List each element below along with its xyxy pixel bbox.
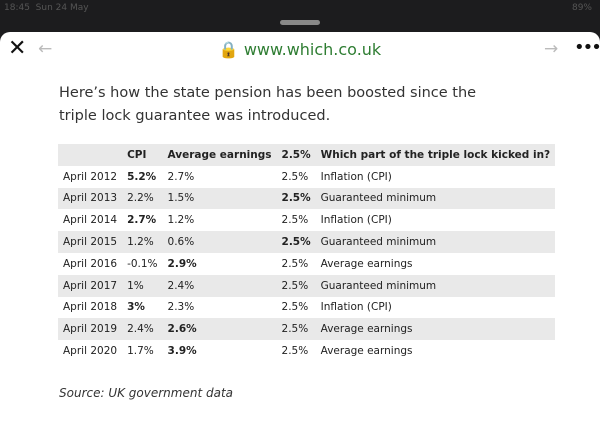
status-time: 18:45 Sun 24 May: [4, 3, 89, 13]
table-cell: Inflation (CPI): [320, 301, 392, 314]
table-cell: 2.5%: [281, 345, 309, 358]
table-row: April 2015 1.2% 0.6% 2.5% Guaranteed minimum: [58, 231, 556, 253]
table-cell: 2.3%: [167, 301, 195, 314]
table-cell: April 2018: [63, 301, 118, 314]
table-cell: Guaranteed minimum: [320, 236, 437, 249]
header-cell: Average earnings: [167, 148, 272, 161]
table-cell: 2.5%: [281, 279, 309, 292]
url: www.which.co.uk: [243, 40, 382, 59]
table-cell: 3.9%: [167, 345, 197, 358]
header-cell: CPI: [127, 148, 147, 161]
table-cell: 1.2%: [127, 236, 154, 249]
table-cell: 2.4%: [167, 279, 195, 292]
table-cell: Guaranteed minimum: [320, 192, 437, 205]
table-cell: 2.5%: [281, 214, 309, 227]
intro: Here’s how the state pension has been bo…: [59, 85, 477, 124]
table-row: April 2016 -0.1% 2.9% 2.5% Average earnings: [58, 253, 555, 275]
table-cell: 2.5%: [281, 192, 311, 205]
table-cell: 2.9%: [167, 257, 197, 270]
table-row: April 2012 5.2% 2.7% 2.5% Inflation (CPI): [58, 166, 555, 188]
header-cell: [58, 144, 122, 166]
table-cell: 0.6%: [167, 236, 195, 249]
browser-bar: ✕ ← 🔒 www.which.co.uk → •••: [0, 32, 600, 68]
table-cell: 2.2%: [127, 192, 154, 205]
battery: 89%: [571, 3, 592, 13]
date: Sun 24 May: [35, 3, 89, 13]
table-cell: 1.2%: [167, 214, 195, 227]
table-cell: 5.2%: [127, 170, 157, 183]
table-cell: 3%: [127, 301, 145, 314]
table-cell: 2.7%: [167, 170, 195, 183]
table-cell: 2.5%: [281, 170, 309, 183]
table-cell: April 2013: [63, 192, 118, 205]
close-button[interactable]: ✕: [8, 36, 27, 61]
back-button[interactable]: ←: [38, 39, 53, 59]
table-cell: 1.5%: [167, 192, 195, 205]
content: Here’s how the state pension has been bo…: [0, 68, 600, 424]
table-row: April 2017 1% 2.4% 2.5% Guaranteed minimum: [58, 274, 556, 297]
table-cell: Inflation (CPI): [320, 214, 392, 227]
table-cell: 2.7%: [127, 214, 157, 227]
table-cell: April 2014: [63, 214, 118, 227]
table-cell: Average earnings: [320, 323, 413, 336]
table-row: April 2020 1.7% 3.9% 2.5% Average earnings: [58, 340, 555, 362]
table-cell: 1%: [127, 279, 144, 292]
status-bar: 18:45 Sun 24 May 89%: [0, 0, 600, 32]
table-cell: April 2020: [63, 345, 118, 358]
table-cell: Inflation (CPI): [320, 170, 392, 183]
table-cell: 1.7%: [127, 345, 154, 358]
table-cell: April 2012: [63, 170, 118, 183]
time: 18:45: [4, 3, 30, 13]
table-cell: April 2019: [63, 323, 118, 336]
table-cell: Average earnings: [320, 345, 413, 358]
table-cell: Guaranteed minimum: [320, 279, 437, 292]
table-row: April 2019 2.4% 2.6% 2.5% Average earnings: [58, 318, 556, 341]
table-cell: April 2015: [63, 236, 118, 249]
table-cell: Average earnings: [320, 257, 413, 270]
header-row: CPI Average earnings 2.5% Which part of the…: [58, 144, 556, 166]
pension-table: CPI Average earnings 2.5% Which part of the…: [58, 144, 556, 362]
table-cell: 2.6%: [167, 323, 197, 336]
table-row: April 2014 2.7% 1.2% 2.5% Inflation (CPI): [58, 209, 555, 231]
url-bar[interactable]: 🔒 www.which.co.uk: [218, 40, 382, 59]
table-cell: -0.1%: [127, 257, 158, 270]
forward-button[interactable]: →: [544, 39, 559, 59]
table-cell: 2.5%: [281, 236, 311, 249]
table-cell: 2.5%: [281, 257, 309, 270]
table-cell: 2.4%: [127, 323, 154, 336]
table-row: April 2013 2.2% 1.5% 2.5% Guaranteed minimum: [58, 187, 556, 210]
grab-handle[interactable]: [280, 20, 320, 25]
more-button[interactable]: •••: [574, 37, 600, 58]
table-cell: 2.5%: [281, 301, 309, 314]
header-cell: 2.5%: [281, 148, 311, 161]
header-cell: Which part of the triple lock kicked in?: [320, 148, 551, 161]
table-cell: 2.5%: [281, 323, 309, 336]
table-row: April 2018 3% 2.3% 2.5% Inflation (CPI): [58, 297, 555, 319]
table-cell: April 2016: [63, 257, 118, 270]
source: Source: UK government data: [59, 386, 234, 400]
table-cell: April 2017: [63, 279, 118, 292]
